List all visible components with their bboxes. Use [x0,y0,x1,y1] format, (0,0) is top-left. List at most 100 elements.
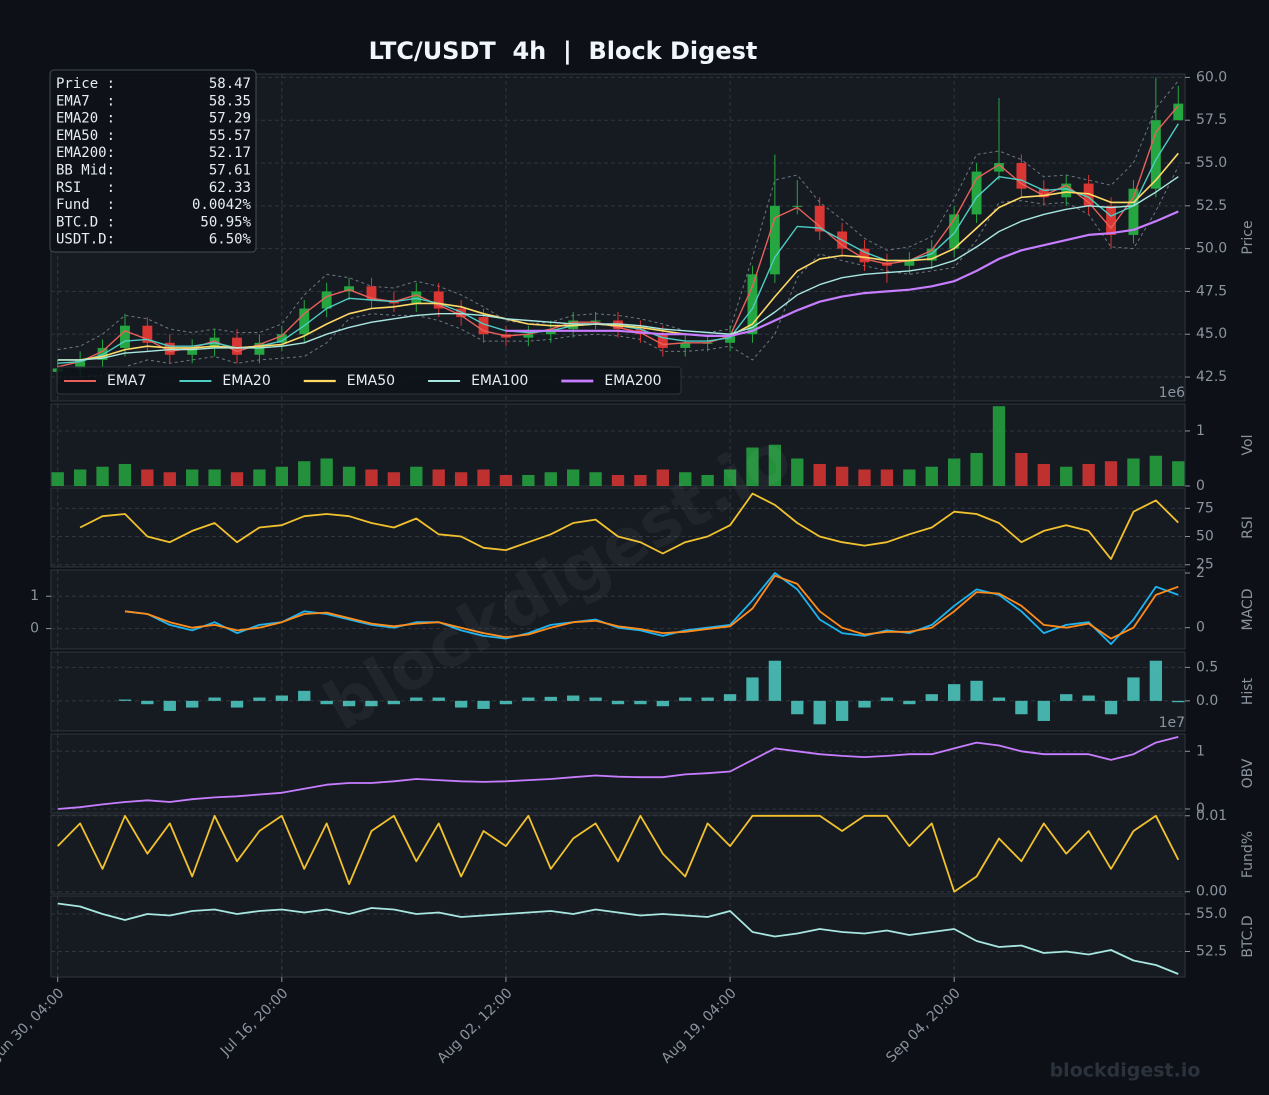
bar [410,697,423,701]
candle-body [859,248,870,263]
candle-body [344,286,354,292]
candle-body [792,205,803,207]
y-tick-label: 55.0 [1196,906,1227,922]
y-tick-label: 50 [1196,529,1214,545]
y-tick-label: 0.0 [1196,693,1218,709]
bar [96,466,109,486]
bar [925,694,938,701]
bar [970,452,983,486]
bar [611,474,625,486]
bar [746,677,759,701]
bar [858,700,871,708]
candle-body [232,337,242,355]
bar [813,463,826,486]
candle-body [568,320,579,330]
bar [230,472,244,486]
candle-body [142,325,153,343]
panel [50,569,1186,650]
bar [723,694,737,701]
bar [992,697,1006,701]
legend-label: EMA20 [222,373,270,389]
y-axis-label: Price [1240,220,1256,254]
line [57,814,1180,893]
candle-body [120,325,130,348]
line [124,574,1179,640]
candle-body [725,334,735,343]
y-tick-label: 0 [30,621,39,637]
bar [948,458,961,486]
y-tick-label: 47.5 [1196,283,1227,299]
bar [432,697,445,701]
info-value: 55.57 [209,128,251,144]
legend-label: EMA7 [107,373,146,389]
candle-body [971,171,982,215]
candle-body [411,291,422,304]
bar [73,469,87,486]
bar [701,697,714,701]
y-axis-label: Fund% [1240,831,1256,878]
candle-body [613,320,623,330]
info-label: Price : [56,76,115,92]
panel [50,895,1186,978]
candle-body [926,248,937,261]
bar [679,697,692,701]
candle-body [994,163,1004,172]
panel [50,487,1186,568]
y-tick-label: 45.0 [1196,326,1227,342]
bar [858,469,871,486]
bar [186,700,199,708]
legend: EMA7 EMA20 EMA50 EMA100 EMA200 [56,366,682,395]
y-tick-label: 42.5 [1196,369,1227,385]
line [57,902,1179,975]
bar [387,700,401,705]
line [57,105,1179,368]
candle-body [164,342,175,355]
info-value: 57.29 [209,111,251,127]
y-tick-label: 1 [1196,423,1205,439]
bar [1037,700,1050,721]
bar [410,466,423,486]
candle-body [433,291,444,309]
info-box: Price : 58.47 EMA7 : 58.35 EMA20 : 57.29 EMA50… [49,69,257,253]
bar [1172,461,1185,486]
bar [118,699,132,701]
bar [701,474,714,486]
bar [1082,695,1095,701]
offset-label: 1e6 [1159,385,1186,401]
candle-body [299,308,310,335]
bar [970,680,983,701]
y2-tick-label: 2 [1196,565,1205,581]
y-tick-label: 57.5 [1196,112,1227,128]
y-tick-label: 50.0 [1196,241,1227,257]
candle-body [1083,183,1094,206]
bar [454,472,468,486]
bar [253,697,266,701]
bar [298,690,311,701]
bar [477,469,490,486]
bar [365,700,378,707]
y-axis-label: RSI [1240,516,1256,539]
bar [208,469,221,486]
bar [163,700,176,711]
info-value: 50.95% [200,214,251,230]
legend-box [56,366,682,395]
info-value: 62.33 [209,180,251,196]
y-tick-label: 52.5 [1196,198,1227,214]
candle-body [1061,183,1072,198]
footer: blockdigest.io [1050,1060,1201,1082]
y-axis-label: BTC.D [1240,915,1256,957]
candle-body [456,308,467,318]
bar [186,469,199,486]
y-tick-label: 0.5 [1196,659,1218,675]
info-value: 52.17 [209,145,251,161]
bar [454,700,468,708]
panel [50,814,1186,895]
bar [163,472,176,486]
bar [1015,700,1028,715]
info-label: EMA50 : [56,128,115,144]
y2-tick-label: 0 [1196,620,1205,636]
bar [1037,463,1050,486]
line [124,572,1179,645]
info-label: RSI : [56,180,115,196]
legend-label: EMA50 [347,373,395,389]
